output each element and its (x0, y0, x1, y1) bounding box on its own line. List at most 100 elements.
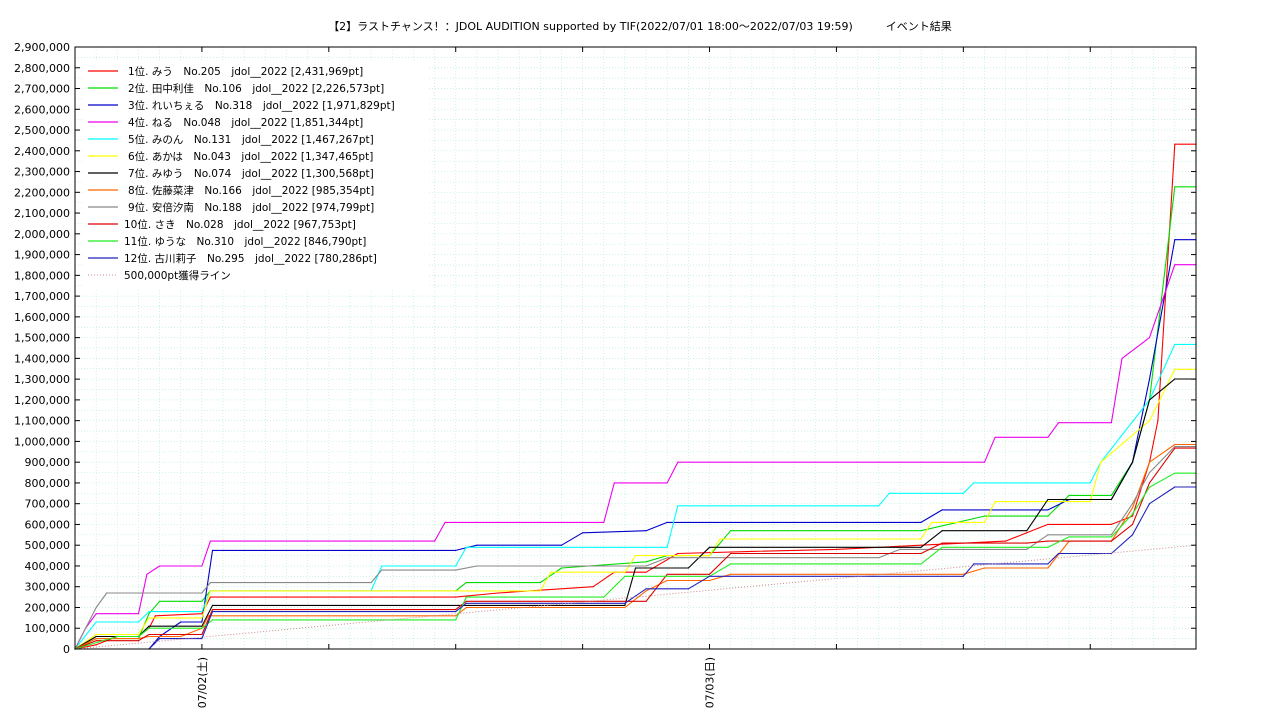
data-point (1110, 422, 1112, 424)
y-tick-label: 2,800,000 (14, 62, 70, 75)
data-point (1047, 509, 1049, 511)
x-axis: 07/02(土) 07/03(日) (74, 47, 1091, 708)
legend-entry-label: 9位. 安倍汐南 No.188 jdol__2022 [974,799pt] (128, 201, 374, 214)
y-tick-label: 1,300,000 (14, 373, 70, 386)
data-point (624, 571, 626, 573)
data-point (730, 530, 732, 532)
data-point (624, 602, 626, 604)
data-point (1121, 357, 1123, 359)
data-point (1047, 534, 1049, 536)
data-point (645, 600, 647, 602)
data-point (666, 546, 668, 548)
data-point (201, 611, 203, 613)
data-point (370, 582, 372, 584)
data-point (920, 538, 922, 540)
y-tick-label: 500,000 (25, 539, 71, 552)
legend-entry-label: 4位. ねる No.048 jdol__2022 [1,851,344pt] (128, 116, 363, 129)
data-point (687, 567, 690, 569)
chart-title: 【2】ラストチャンス！：JDOL AUDITION supported by T… (328, 20, 952, 33)
data-point (465, 596, 467, 598)
legend-background (82, 60, 427, 288)
data-point (666, 573, 668, 575)
data-point (201, 627, 203, 629)
data-point (941, 542, 943, 544)
data-point (1148, 482, 1151, 484)
data-point (730, 573, 732, 575)
data-point (137, 621, 140, 623)
data-point (1110, 523, 1112, 526)
data-point (148, 613, 150, 615)
data-point (687, 588, 690, 590)
data-point (994, 436, 996, 438)
data-point (613, 482, 615, 484)
data-point (1174, 446, 1176, 448)
y-tick-label: 800,000 (25, 477, 71, 490)
data-point (1131, 503, 1134, 505)
data-point (201, 613, 203, 615)
data-point (624, 604, 626, 607)
data-point (539, 590, 541, 592)
data-point (137, 635, 140, 638)
data-point (1131, 507, 1134, 509)
data-point (1026, 542, 1028, 544)
data-point (1174, 447, 1176, 449)
data-point (878, 505, 880, 507)
data-point (560, 567, 563, 569)
data-point (455, 569, 457, 571)
plot-area-border (74, 46, 1197, 650)
legend-entry-label: 10位. さき No.028 jdol__2022 [967,753pt] (124, 218, 356, 231)
data-point (1110, 536, 1112, 538)
data-point (962, 575, 964, 577)
data-point (95, 633, 97, 636)
legend-entry-label: 5位. みのん No.131 jdol__2022 [1,467,267pt] (128, 133, 374, 146)
data-point (592, 586, 594, 588)
data-point (137, 613, 140, 615)
data-point (603, 596, 605, 598)
data-point (95, 644, 97, 646)
data-point (708, 555, 711, 557)
data-point (209, 590, 211, 592)
data-point (994, 501, 996, 503)
data-point (381, 569, 383, 571)
data-point (211, 609, 214, 611)
y-tick-label: 1,800,000 (14, 269, 70, 282)
data-point (455, 615, 457, 617)
data-point (455, 565, 457, 567)
y-tick-label: 900,000 (25, 456, 71, 469)
data-point (1148, 337, 1151, 339)
data-point (1047, 540, 1049, 542)
data-point (983, 521, 986, 524)
data-point (137, 640, 140, 642)
data-point (465, 582, 467, 584)
data-point (455, 611, 457, 613)
data-point (201, 565, 203, 567)
data-point (159, 565, 161, 567)
data-point (920, 563, 922, 565)
data-point (201, 638, 203, 640)
y-tick-label: 700,000 (25, 498, 71, 511)
y-tick-label: 0 (63, 643, 70, 656)
data-point (1174, 472, 1176, 474)
data-point (708, 575, 711, 577)
data-point (455, 596, 457, 598)
data-point (497, 592, 499, 594)
data-point (201, 600, 203, 602)
data-point (1131, 515, 1134, 517)
data-point (180, 621, 182, 623)
data-point (154, 615, 156, 617)
data-point (1174, 343, 1176, 345)
data-point (137, 633, 140, 636)
data-point (211, 604, 214, 607)
data-point (148, 625, 150, 627)
data-point (1148, 378, 1151, 380)
data-point (1026, 548, 1028, 551)
data-point (645, 571, 647, 573)
data-point (159, 638, 161, 640)
legend-entry-label: 12位. 古川莉子 No.295 jdol__2022 [780,286pt] (124, 252, 377, 265)
data-point (465, 606, 467, 609)
data-point (1148, 420, 1151, 422)
y-tick-label: 1,200,000 (14, 394, 70, 407)
data-point (1131, 523, 1134, 526)
data-point (180, 635, 182, 638)
y-tick-label: 300,000 (25, 581, 71, 594)
